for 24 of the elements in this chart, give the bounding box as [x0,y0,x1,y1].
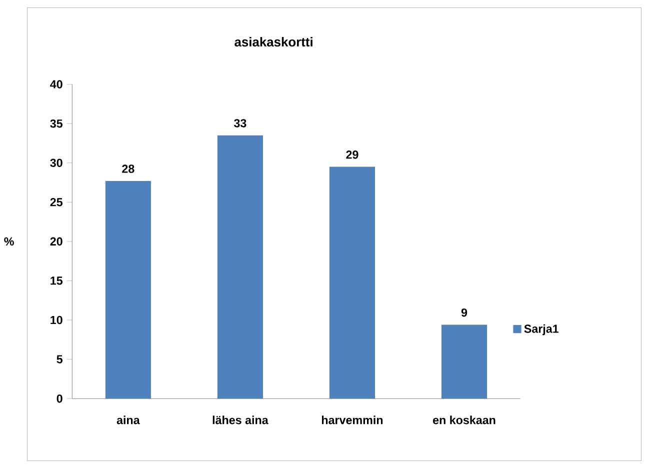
x-tick-label: harvemmin [322,416,383,424]
y-tick-label: 0 [56,394,62,403]
y-tick-label: 30 [50,158,62,168]
data-label: 29 [346,150,358,160]
y-tick-label: 40 [50,80,62,89]
bar [329,167,376,399]
data-label: 28 [122,164,134,174]
legend-label: Sarja1 [524,324,559,336]
bar [441,324,488,399]
y-tick-label: 15 [50,276,62,286]
data-label: 9 [461,308,468,317]
bar [217,136,263,399]
y-tick-label: 20 [50,238,62,246]
x-tick-label: en koskaan [432,416,496,424]
data-label: 33 [234,119,246,128]
y-tick-label: 25 [50,198,62,207]
y-tick-label: 5 [56,355,63,364]
y-tick-label: 35 [50,120,62,128]
y-tick-label: 10 [50,316,62,324]
chart-title: asiakaskortti [234,37,312,47]
x-tick-label: aina [116,416,140,424]
x-tick-label: lähes aina [212,416,268,424]
bar [105,181,151,399]
y-axis-title: % [4,238,14,246]
